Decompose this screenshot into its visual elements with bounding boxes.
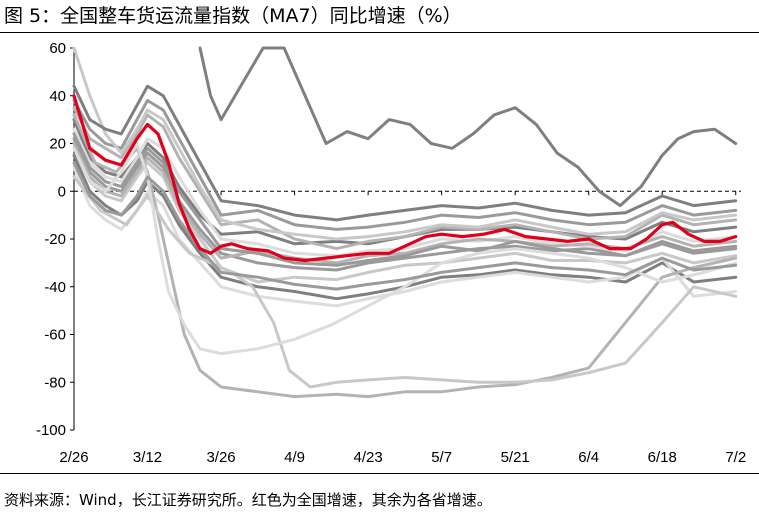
province-series-line (72, 153, 738, 301)
title-divider (0, 32, 759, 33)
y-tick-label: -40 (44, 279, 66, 296)
province-series-line (72, 99, 738, 231)
province-series (72, 46, 738, 399)
national-series-line (72, 94, 738, 263)
province-series-line (72, 106, 738, 251)
y-tick-label: 0 (58, 183, 66, 200)
y-tick-label: -60 (44, 327, 66, 344)
y-tick-label: -100 (36, 422, 66, 439)
x-tick-label: 5/21 (501, 449, 530, 466)
tick-labels: 60 40 20 0 -20 -40 -60 -80 -100 2/26 3/12 3/26 4/9 4/… (36, 40, 746, 466)
y-tick-label: 60 (49, 40, 66, 57)
province-series-line (72, 132, 738, 267)
x-tick-label: 3/12 (133, 449, 162, 466)
x-tick-label: 3/26 (206, 449, 235, 466)
source-divider (0, 473, 759, 474)
province-series-line (72, 46, 738, 241)
province-series-line (72, 84, 738, 222)
x-tick-label: 2/26 (59, 449, 88, 466)
province-series-line (72, 142, 738, 356)
source-note: 资料来源：Wind，长江证券研究所。红色为全国增速，其余为各省增速。 (4, 491, 492, 509)
national-series (72, 94, 738, 263)
province-series-line (72, 161, 738, 291)
y-tick-label: -20 (44, 231, 66, 248)
x-tick-label: 5/7 (431, 449, 452, 466)
axes (70, 47, 741, 431)
x-tick-label: 4/23 (354, 449, 383, 466)
province-series-line (72, 137, 738, 272)
chart-title: 图 5：全国整车货运流量指数（MA7）同比增速（%） (4, 5, 462, 27)
y-tick-label: -80 (44, 374, 66, 391)
x-tick-label: 4/9 (284, 449, 305, 466)
x-tick-label: 7/2 (725, 449, 746, 466)
province-series-line (198, 46, 738, 208)
province-series-line (72, 175, 738, 389)
province-series-line (72, 127, 738, 258)
y-tick-label: 40 (49, 88, 66, 105)
x-tick-label: 6/4 (578, 449, 599, 466)
x-tick-label: 6/18 (648, 449, 677, 466)
y-tick-label: 20 (49, 136, 66, 153)
